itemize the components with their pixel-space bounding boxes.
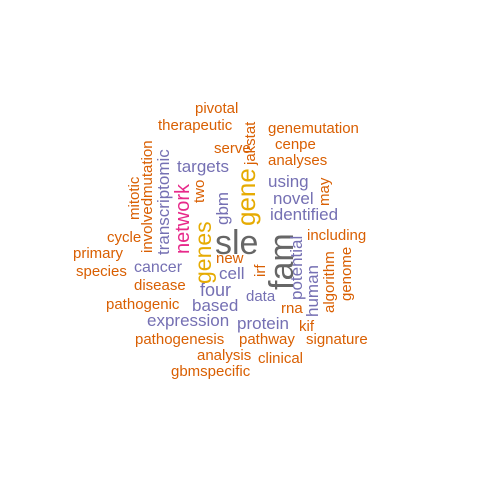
word-clinical: clinical — [258, 350, 304, 367]
word-gbm: gbm — [213, 191, 232, 225]
word-two: two — [191, 179, 208, 203]
word-cancer: cancer — [134, 259, 183, 276]
word-protein: protein — [237, 314, 289, 333]
word-four: four — [200, 280, 232, 300]
word-using: using — [268, 172, 309, 191]
word-irf: irf — [252, 264, 269, 278]
word-pathogenic: pathogenic — [106, 296, 180, 313]
word-identified: identified — [270, 205, 339, 224]
word-therapeutic: therapeutic — [158, 117, 233, 134]
word-based: based — [192, 296, 239, 315]
word-gbmspecific: gbmspecific — [171, 363, 251, 380]
word-disease: disease — [134, 277, 186, 294]
word-algorithm: algorithm — [321, 251, 338, 313]
word-genome: genome — [338, 246, 355, 301]
word-pathogenesis: pathogenesis — [135, 331, 225, 348]
word-transcriptomic: transcriptomic — [154, 149, 173, 255]
word-cenpe: cenpe — [275, 136, 316, 153]
word-human: human — [303, 265, 322, 317]
word-gene: gene — [231, 168, 261, 226]
word-involvedmutation: involvedmutation — [139, 140, 156, 253]
word-signature: signature — [306, 331, 368, 348]
word-analyses: analyses — [268, 152, 328, 169]
word-cycle: cycle — [107, 229, 142, 246]
word-analysis: analysis — [197, 347, 252, 364]
word-species: species — [76, 263, 127, 280]
word-genemutation: genemutation — [268, 120, 359, 137]
word-new: new — [216, 250, 244, 267]
word-serve: serve — [214, 140, 251, 157]
word-expression: expression — [147, 311, 230, 330]
word-kif: kif — [299, 318, 314, 335]
word-pathway: pathway — [239, 331, 295, 348]
word-data: data — [246, 288, 276, 305]
word-novel: novel — [273, 189, 314, 208]
word-primary: primary — [73, 245, 124, 262]
word-sle: sle — [215, 224, 259, 262]
word-targets: targets — [177, 157, 229, 176]
word-including: including — [307, 227, 367, 244]
word-jakstat: jakstat — [242, 121, 259, 165]
word-pivotal: pivotal — [195, 100, 239, 117]
word-cell: cell — [219, 264, 245, 283]
word-may: may — [316, 177, 333, 206]
word-rna: rna — [281, 300, 303, 317]
word-genes: genes — [190, 221, 216, 284]
